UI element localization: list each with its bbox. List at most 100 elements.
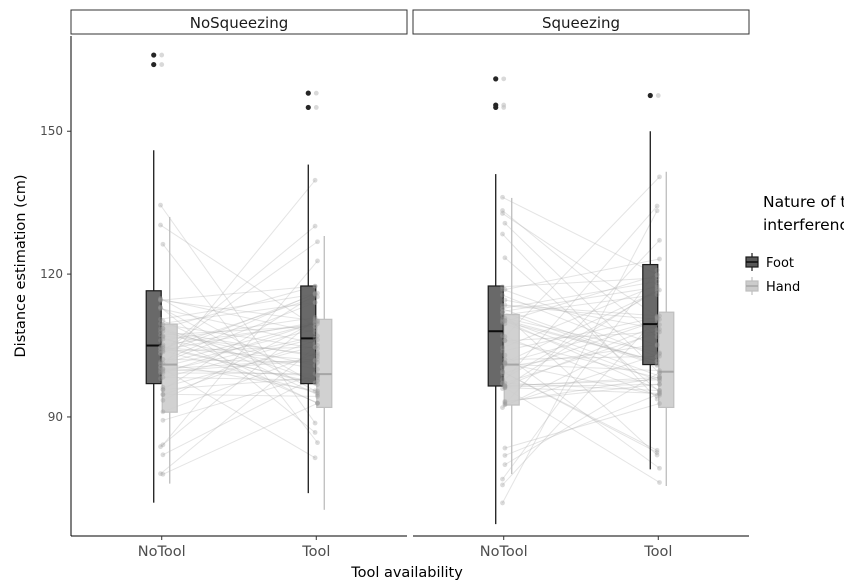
data-point [160,442,166,448]
data-point [315,342,320,348]
data-point [657,480,662,485]
data-point [312,318,318,324]
data-point [500,482,505,488]
data-point [315,388,320,394]
data-point [315,367,320,372]
paired-line [502,311,658,366]
data-point [654,447,660,453]
data-point [312,315,318,320]
data-point [315,352,320,358]
data-point [500,381,505,387]
paired-line [502,329,658,409]
data-point [158,304,163,310]
legend-title-line2: interference [763,216,844,234]
x-axis-title: Tool availability [350,565,463,581]
data-point [159,52,165,58]
data-point [160,397,166,403]
data-point [657,381,662,387]
paired-line [504,383,660,402]
y-tick-label: 150 [40,124,63,138]
data-point [312,326,318,332]
data-point [500,318,505,324]
paired-line [160,307,316,392]
paired-line [504,387,660,483]
paired-line [162,377,318,390]
data-point [500,286,505,292]
data-point [500,405,505,411]
paired-line [162,335,318,356]
data-point [158,364,163,370]
data-point [160,322,166,327]
data-point [312,300,318,305]
outlier-point [305,104,311,111]
data-point [657,329,662,335]
data-point [500,345,505,351]
paired-line [160,347,316,384]
legend-label-foot: Foot [766,256,794,271]
paired-line [502,233,658,400]
paired-lines-nosqueezing [160,179,318,475]
paired-line [502,196,658,275]
paired-line [502,335,658,396]
data-point [657,387,662,393]
data-point [312,291,318,297]
data-point [158,359,163,365]
data-point [158,296,163,302]
paired-line [502,320,658,362]
x-tick-label: Tool [301,544,330,560]
outlier-point [305,90,311,96]
data-point [160,344,166,350]
data-point [158,297,163,303]
paired-line [160,293,316,320]
paired-line [160,308,316,345]
paired-line [160,372,316,375]
data-point [657,287,662,293]
data-point [654,343,660,348]
data-point [160,471,166,477]
paired-line [162,393,318,397]
data-point [654,275,660,281]
data-point [160,318,166,324]
data-point [160,345,166,351]
data-point [160,384,166,390]
data-point [315,239,320,245]
paired-line [160,337,316,380]
data-point [500,316,505,322]
paired-line [502,274,658,323]
paired-line [504,257,660,393]
data-point [657,373,662,379]
data-point [502,398,508,404]
data-point [502,315,508,321]
data-point [502,402,508,408]
data-point [502,360,508,366]
data-point [160,325,166,331]
data-point [158,297,163,303]
paired-line [504,317,660,354]
data-point [312,291,318,297]
paired-line [162,375,318,456]
paired-line [160,346,316,475]
paired-line [502,332,658,385]
data-point [158,305,163,310]
paired-line [504,318,660,364]
data-point [654,288,660,294]
data-point [315,440,320,446]
data-point [654,452,660,458]
data-point [315,360,320,365]
data-point [158,351,163,357]
data-point [315,373,320,379]
data-point [160,409,166,415]
data-point [160,368,166,374]
paired-line [504,304,660,317]
data-point [502,384,508,390]
data-point [502,385,508,391]
paired-line [504,239,660,405]
data-point [315,378,320,384]
legend-items: Foot Hand [745,253,800,295]
data-point [657,237,662,243]
data-point [159,62,165,67]
paired-line [160,225,316,354]
paired-line [502,344,658,368]
paired-line [162,376,318,381]
data-point [657,316,662,322]
